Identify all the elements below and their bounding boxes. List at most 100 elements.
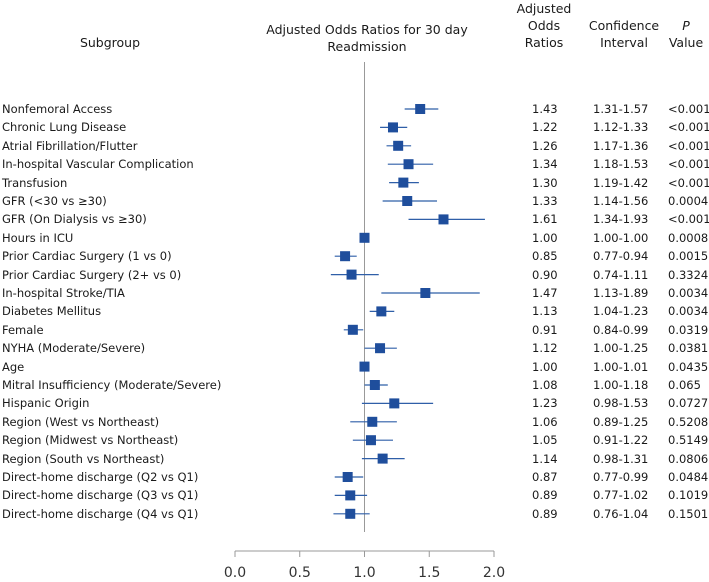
- x-tick-label: 0.0: [224, 565, 246, 581]
- subgroup-label: Hispanic Origin: [2, 396, 90, 411]
- p-value: 0.065: [668, 378, 701, 392]
- ci-value: 1.18-1.53: [593, 157, 649, 172]
- odds-ratio-marker: [376, 306, 387, 317]
- ci-value: 0.76-1.04: [593, 506, 649, 521]
- p-value: <0.001: [668, 138, 709, 153]
- ci-value: 1.17-1.36: [593, 138, 649, 153]
- odds-ratio-value: 1.00: [532, 230, 558, 245]
- odds-ratio-value: 1.22: [532, 120, 558, 135]
- odds-ratio-marker: [375, 343, 386, 354]
- odds-ratio-marker: [359, 232, 370, 243]
- p-value: 0.0435: [668, 359, 709, 374]
- subgroup-label: Region (South vs Northeast): [2, 451, 165, 466]
- ci-value: 1.00-1.00: [593, 230, 649, 245]
- ci-header-line1: Confidence: [588, 18, 660, 33]
- p-value: 0.0319: [668, 322, 709, 337]
- odds-ratio-value: 0.91: [532, 322, 558, 337]
- ci-value: 0.84-0.99: [593, 322, 649, 337]
- ci-value: 1.00-1.01: [593, 359, 649, 374]
- odds-ratio-header-line1: Adjusted: [516, 1, 572, 16]
- ci-value: 0.89-1.25: [593, 414, 649, 429]
- odds-ratio-marker: [398, 177, 409, 188]
- p-value-header-line1: P: [682, 18, 690, 33]
- ci-value: 1.00-1.25: [593, 341, 649, 356]
- ci-value: 1.00-1.18: [593, 378, 649, 392]
- odds-ratio-header: Adjusted Odds Ratios: [514, 0, 574, 51]
- subgroup-label: Chronic Lung Disease: [2, 120, 127, 135]
- subgroup-label: Direct-home discharge (Q2 vs Q1): [2, 470, 199, 484]
- odds-ratio-marker: [369, 380, 380, 390]
- p-value: <0.001: [668, 175, 709, 190]
- ci-value: 0.77-1.02: [593, 488, 649, 503]
- odds-ratio-marker: [367, 416, 378, 427]
- ci-value: 0.98-1.53: [593, 396, 649, 411]
- odds-ratio-value: 1.12: [532, 341, 558, 356]
- odds-ratio-marker: [342, 472, 353, 482]
- subgroup-label: Prior Cardiac Surgery (2+ vs 0): [2, 267, 182, 282]
- p-value: 0.0034: [668, 304, 709, 319]
- odds-ratio-value: 0.89: [532, 506, 558, 521]
- odds-ratio-marker: [345, 508, 356, 519]
- odds-ratio-value: 1.43: [532, 102, 558, 116]
- odds-ratio-value: 0.85: [532, 249, 558, 264]
- odds-ratio-value: 1.08: [532, 378, 558, 392]
- p-value: 0.1501: [668, 506, 709, 521]
- odds-ratio-value: 1.06: [532, 414, 558, 429]
- p-value: 0.0381: [668, 341, 709, 356]
- subgroup-label: Transfusion: [2, 175, 68, 190]
- ci-value: 1.13-1.89: [593, 286, 649, 300]
- subgroup-label: Direct-home discharge (Q4 vs Q1): [2, 506, 199, 521]
- ci-value: 0.77-0.99: [593, 470, 649, 484]
- subgroup-header: Subgroup: [79, 35, 141, 50]
- subgroup-label: In-hospital Vascular Complication: [2, 157, 194, 172]
- subgroup-label: Diabetes Mellitus: [2, 304, 102, 319]
- p-value: 0.0004: [668, 194, 709, 208]
- p-value: <0.001: [668, 102, 709, 116]
- odds-ratio-value: 0.90: [532, 267, 558, 282]
- odds-ratio-value: 1.26: [532, 138, 558, 153]
- odds-ratio-marker: [420, 288, 431, 298]
- subgroup-label: Hours in ICU: [2, 230, 74, 245]
- ci-value: 1.31-1.57: [593, 102, 649, 116]
- subgroup-label: Direct-home discharge (Q3 vs Q1): [2, 488, 199, 503]
- subgroup-label: Region (West vs Northeast): [2, 414, 160, 429]
- subgroup-label: GFR (<30 vs ≥30): [2, 194, 107, 208]
- odds-ratio-marker: [346, 269, 357, 280]
- ci-value: 0.98-1.31: [593, 451, 649, 466]
- odds-ratio-value: 1.34: [532, 157, 558, 172]
- p-value-header-line2: Value: [668, 35, 704, 50]
- odds-ratio-marker: [403, 159, 414, 170]
- ci-value: 1.34-1.93: [593, 212, 649, 227]
- p-value: <0.001: [668, 212, 709, 227]
- odds-ratio-marker: [365, 435, 376, 446]
- ci-value: 1.04-1.23: [593, 304, 649, 319]
- odds-ratio-header-line3: Ratios: [524, 35, 564, 50]
- odds-ratio-value: 1.00: [532, 359, 558, 374]
- odds-ratio-value: 1.30: [532, 175, 558, 190]
- p-value: 0.3324: [668, 267, 709, 282]
- ci-value: 1.14-1.56: [593, 194, 649, 208]
- ci-value: 1.12-1.33: [593, 120, 649, 135]
- odds-ratio-marker: [438, 214, 449, 225]
- odds-ratio-value: 1.33: [532, 194, 558, 208]
- p-value: 0.5149: [668, 433, 709, 448]
- p-value: 0.0015: [668, 249, 709, 264]
- p-value: 0.0484: [668, 470, 709, 484]
- p-value-header: P Value: [664, 17, 708, 51]
- p-value: 0.0008: [668, 230, 709, 245]
- subgroup-label: Prior Cardiac Surgery (1 vs 0): [2, 249, 172, 264]
- x-tick-label: 1.0: [353, 565, 375, 581]
- odds-ratio-value: 1.23: [532, 396, 558, 411]
- subgroup-label: Nonfemoral Access: [2, 102, 113, 116]
- p-value: <0.001: [668, 157, 709, 172]
- odds-ratio-marker: [389, 398, 400, 409]
- odds-ratio-marker: [393, 140, 404, 151]
- odds-ratio-marker: [345, 490, 356, 501]
- odds-ratio-value: 1.05: [532, 433, 558, 448]
- ci-value: 0.91-1.22: [593, 433, 649, 448]
- odds-ratio-marker: [359, 361, 370, 372]
- ci-header-line2: Interval: [600, 35, 648, 50]
- ci-value: 1.19-1.42: [593, 175, 649, 190]
- subgroup-label: NYHA (Moderate/Severe): [2, 341, 146, 356]
